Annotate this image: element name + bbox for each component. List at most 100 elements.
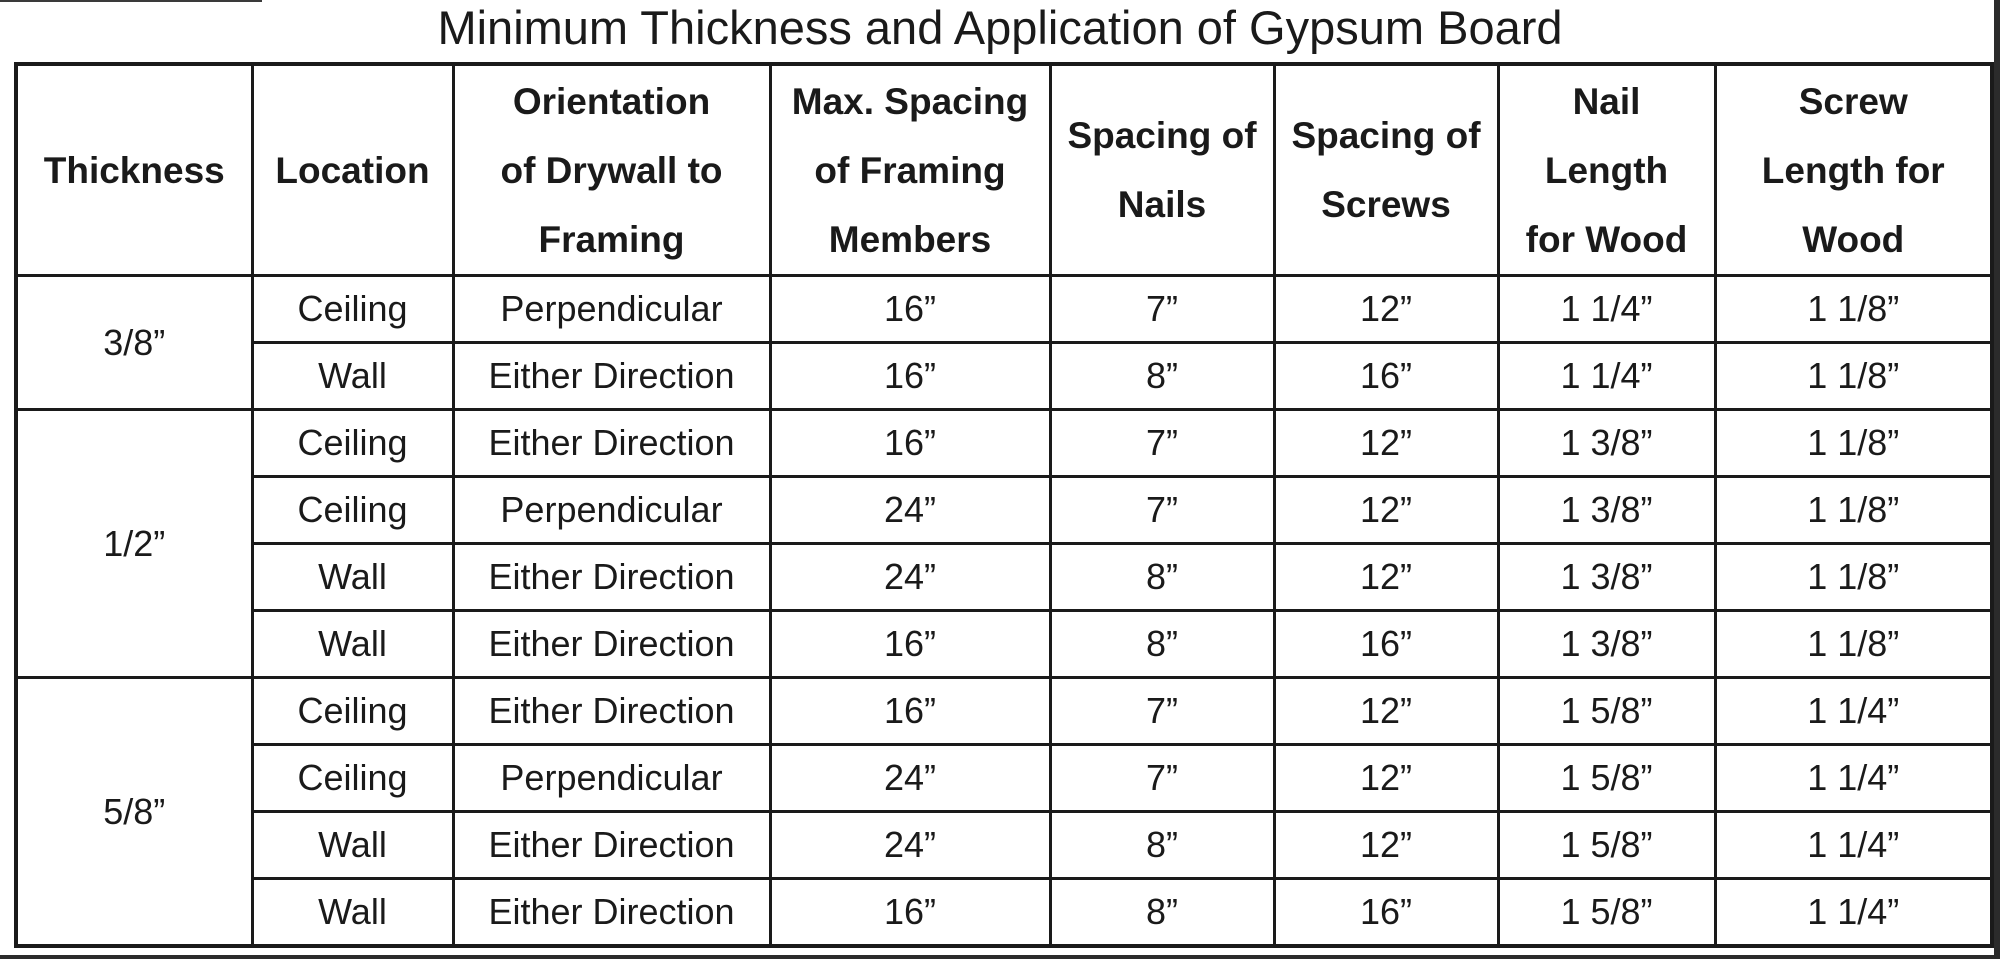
orientation-cell: Perpendicular xyxy=(451,743,772,813)
table-row: Wall Either Direction 16” 8” 16” 1 1/4” … xyxy=(16,341,1994,411)
header-line: Length for xyxy=(1761,149,1945,191)
header-line: Screw xyxy=(1798,80,1908,122)
header-line: Screws xyxy=(1321,184,1451,225)
header-line: of Framing xyxy=(814,149,1006,191)
header-line: Orientation xyxy=(512,80,711,122)
nail-spacing-cell: 8” xyxy=(1048,609,1276,679)
location-cell: Wall xyxy=(250,877,455,948)
table-row: 5/8” Ceiling Either Direction 16” 7” 12”… xyxy=(14,676,1994,948)
screw-spacing-cell: 16” xyxy=(1272,341,1500,411)
framing-spacing-cell: 16” xyxy=(768,341,1052,411)
nail-spacing-cell: 7” xyxy=(1048,743,1276,813)
header-line: for Wood xyxy=(1525,218,1688,260)
header-cell: Screw Length for Wood xyxy=(1713,62,1994,277)
nail-length-cell: 1 5/8” xyxy=(1496,743,1717,813)
nail-spacing-cell: 8” xyxy=(1048,341,1276,411)
table-title: Minimum Thickness and Application of Gyp… xyxy=(437,1,1563,54)
header-line: Nail xyxy=(1572,80,1641,122)
table-row: Wall Either Direction 24” 8” 12” 1 3/8” … xyxy=(16,542,1994,612)
orientation-cell: Either Direction xyxy=(451,341,772,411)
location-cell: Ceiling xyxy=(250,676,455,746)
header-cell: Spacing of Nails xyxy=(1048,62,1276,277)
framing-spacing-cell: 24” xyxy=(768,475,1052,545)
nail-length-cell: 1 3/8” xyxy=(1496,475,1717,545)
frame-divider xyxy=(0,0,262,2)
orientation-cell: Either Direction xyxy=(451,877,772,948)
orientation-cell: Either Direction xyxy=(451,609,772,679)
nail-length-cell: 1 5/8” xyxy=(1496,810,1717,880)
screw-length-cell: 1 1/8” xyxy=(1713,274,1994,344)
framing-spacing-cell: 16” xyxy=(768,274,1052,344)
nail-spacing-cell: 8” xyxy=(1048,877,1276,948)
screw-length-cell: 1 1/8” xyxy=(1713,475,1994,545)
header-line: Location xyxy=(275,149,430,191)
location-cell: Ceiling xyxy=(250,408,455,478)
header-cell: Orientation of Drywall to Framing xyxy=(451,62,772,277)
screw-spacing-cell: 16” xyxy=(1272,877,1500,948)
table-row: 3/8” Ceiling Perpendicular 16” 7” 12” 1 … xyxy=(14,274,1994,411)
screw-length-cell: 1 1/4” xyxy=(1713,676,1994,746)
header-row: Thickness Location Orientation of Drywall… xyxy=(14,62,1994,277)
thickness-cell: 3/8” xyxy=(14,274,254,411)
screw-length-cell: 1 1/8” xyxy=(1713,542,1994,612)
screw-length-cell: 1 1/8” xyxy=(1713,408,1994,478)
header-line: Length xyxy=(1544,149,1669,191)
thickness-cell: 1/2” xyxy=(14,408,254,679)
nail-spacing-cell: 7” xyxy=(1048,274,1276,344)
location-cell: Wall xyxy=(250,810,455,880)
table-row: Wall Either Direction 16” 8” 16” 1 5/8” … xyxy=(16,877,1994,948)
screw-spacing-cell: 12” xyxy=(1272,542,1500,612)
header-line: Nails xyxy=(1117,184,1207,225)
table-row: Ceiling Perpendicular 24” 7” 12” 1 5/8” … xyxy=(16,743,1994,813)
screw-length-cell: 1 1/4” xyxy=(1713,810,1994,880)
framing-spacing-cell: 16” xyxy=(768,877,1052,948)
gypsum-board-table: Thickness Location Orientation of Drywall… xyxy=(14,62,1994,948)
location-cell: Wall xyxy=(250,609,455,679)
header-cell: Nail Length for Wood xyxy=(1496,62,1717,277)
orientation-cell: Either Direction xyxy=(451,542,772,612)
screw-length-cell: 1 1/8” xyxy=(1713,341,1994,411)
screw-spacing-cell: 12” xyxy=(1272,475,1500,545)
header-line: Members xyxy=(828,218,992,260)
framing-spacing-cell: 16” xyxy=(768,676,1052,746)
orientation-cell: Either Direction xyxy=(451,408,772,478)
screw-length-cell: 1 1/8” xyxy=(1713,609,1994,679)
framing-spacing-cell: 24” xyxy=(768,743,1052,813)
nail-length-cell: 1 1/4” xyxy=(1496,341,1717,411)
framing-spacing-cell: 24” xyxy=(768,810,1052,880)
screw-spacing-cell: 12” xyxy=(1272,676,1500,746)
header-line: Framing xyxy=(538,218,685,260)
nail-spacing-cell: 7” xyxy=(1048,408,1276,478)
orientation-cell: Either Direction xyxy=(451,676,772,746)
location-cell: Ceiling xyxy=(250,475,455,545)
table-row: 1/2” Ceiling Either Direction 16” 7” 12”… xyxy=(14,408,1994,679)
nail-length-cell: 1 5/8” xyxy=(1496,877,1717,948)
header-cell: Thickness xyxy=(14,62,254,277)
header-line: Wood xyxy=(1802,218,1905,260)
nail-length-cell: 1 3/8” xyxy=(1496,542,1717,612)
screw-length-cell: 1 1/4” xyxy=(1713,877,1994,948)
orientation-cell: Perpendicular xyxy=(451,475,772,545)
location-cell: Ceiling xyxy=(250,274,455,344)
framing-spacing-cell: 24” xyxy=(768,542,1052,612)
orientation-cell: Either Direction xyxy=(451,810,772,880)
nail-spacing-cell: 7” xyxy=(1048,475,1276,545)
location-cell: Ceiling xyxy=(250,743,455,813)
screw-spacing-cell: 16” xyxy=(1272,609,1500,679)
table-row: Ceiling Perpendicular 24” 7” 12” 1 3/8” … xyxy=(16,475,1994,545)
table-row: Wall Either Direction 16” 8” 16” 1 3/8” … xyxy=(16,609,1994,679)
header-cell: Location xyxy=(250,62,455,277)
header-line: Max. Spacing xyxy=(791,80,1029,122)
header-line: Spacing of xyxy=(1067,115,1257,156)
header-cell: Spacing of Screws xyxy=(1272,62,1500,277)
nail-length-cell: 1 1/4” xyxy=(1496,274,1717,344)
screw-length-cell: 1 1/4” xyxy=(1713,743,1994,813)
header-line: of Drywall to xyxy=(500,149,723,191)
nail-length-cell: 1 3/8” xyxy=(1496,609,1717,679)
nail-spacing-cell: 8” xyxy=(1048,542,1276,612)
screw-spacing-cell: 12” xyxy=(1272,274,1500,344)
location-cell: Wall xyxy=(250,341,455,411)
nail-length-cell: 1 3/8” xyxy=(1496,408,1717,478)
orientation-cell: Perpendicular xyxy=(451,274,772,344)
